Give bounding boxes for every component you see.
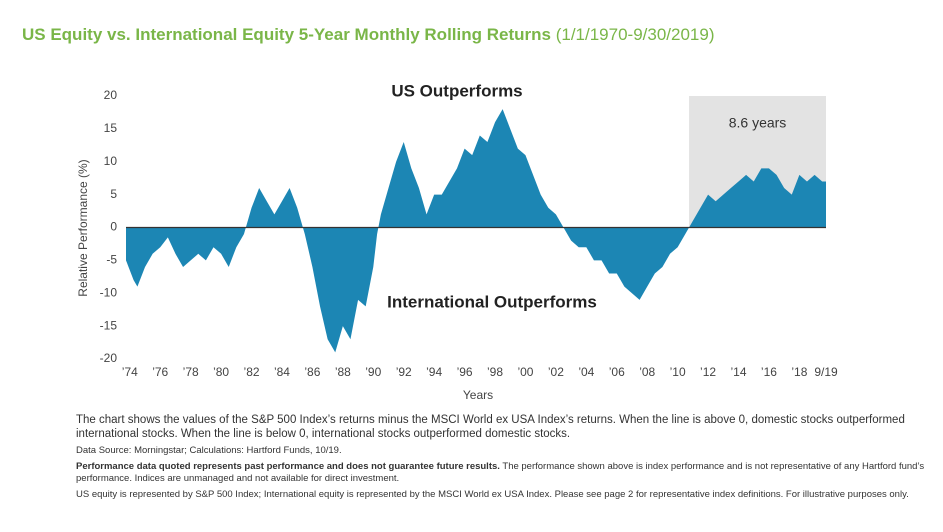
y-tick-label: 5 <box>110 187 117 201</box>
x-tick-label: ’74 <box>122 365 138 379</box>
x-tick-label: ’90 <box>365 365 381 379</box>
area <box>126 109 826 353</box>
x-tick-label: ’84 <box>274 365 290 379</box>
x-tick-label: ’78 <box>183 365 199 379</box>
x-tick-label: ’76 <box>152 365 168 379</box>
y-tick-label: 15 <box>104 121 118 135</box>
x-tick-label: ’16 <box>761 365 777 379</box>
x-tick-label: ’88 <box>335 365 351 379</box>
y-tick-label: -20 <box>100 351 118 365</box>
y-tick-label: 0 <box>110 220 117 234</box>
x-tick-label: ’14 <box>730 365 746 379</box>
x-tick-label: ’80 <box>213 365 229 379</box>
disclaimer: The performance shown above is index per… <box>76 461 925 484</box>
x-tick-label: ’18 <box>791 365 807 379</box>
annotation-top: US Outperforms <box>391 81 522 100</box>
disclaimer-block: Performance data quoted represents past … <box>76 461 926 485</box>
index-note: US equity is represented by S&P 500 Inde… <box>76 489 909 500</box>
x-tick-label: ’10 <box>670 365 686 379</box>
x-tick-label: ’98 <box>487 365 503 379</box>
x-tick-label: 9/19 <box>814 365 838 379</box>
y-axis-label: Relative Performance (%) <box>76 159 90 296</box>
description: The chart shows the values of the S&P 50… <box>76 414 905 440</box>
x-tick-label: ’86 <box>304 365 320 379</box>
x-tick-label: ’00 <box>517 365 533 379</box>
x-tick-label: ’02 <box>548 365 564 379</box>
y-tick-label: -15 <box>100 318 118 332</box>
y-tick-label: -5 <box>106 253 117 267</box>
title-main: US Equity vs. International Equity 5-Yea… <box>22 25 551 44</box>
annotation-bottom: International Outperforms <box>387 292 597 311</box>
x-tick-label: ’96 <box>457 365 473 379</box>
x-tick-label: ’08 <box>639 365 655 379</box>
x-tick-label: ’06 <box>609 365 625 379</box>
x-tick-label: ’04 <box>578 365 594 379</box>
source: Data Source: Morningstar; Calculations: … <box>76 445 342 456</box>
notes: The chart shows the values of the S&P 50… <box>76 413 926 505</box>
y-tick-label: -10 <box>100 285 118 299</box>
chart: US Equity vs. International Equity 5-Yea… <box>22 25 838 402</box>
x-tick-label: ’92 <box>396 365 412 379</box>
disclaimer-bold: Performance data quoted represents past … <box>76 461 500 472</box>
y-tick-label: 10 <box>104 154 118 168</box>
x-tick-label: ’82 <box>244 365 260 379</box>
y-tick-label: 20 <box>104 88 118 102</box>
chart-title: US Equity vs. International Equity 5-Yea… <box>22 25 715 44</box>
x-tick-label: ’94 <box>426 365 442 379</box>
x-tick-label: ’12 <box>700 365 716 379</box>
highlight-label: 8.6 years <box>729 115 787 131</box>
title-note: (1/1/1970-9/30/2019) <box>556 25 715 44</box>
x-axis-label: Years <box>463 388 493 402</box>
